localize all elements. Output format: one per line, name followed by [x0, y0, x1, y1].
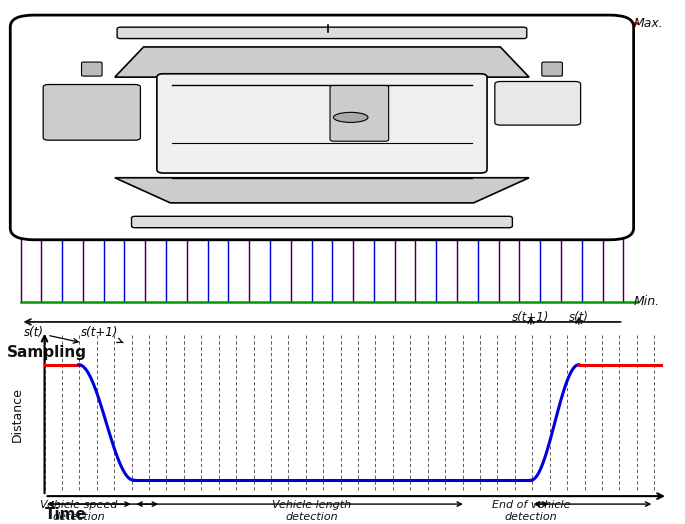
- Ellipse shape: [334, 112, 368, 123]
- Text: s(t): s(t): [569, 311, 589, 324]
- FancyBboxPatch shape: [157, 74, 487, 173]
- FancyBboxPatch shape: [82, 62, 102, 76]
- Text: Min.: Min.: [634, 296, 660, 308]
- FancyBboxPatch shape: [590, 167, 632, 203]
- Text: Sampling: Sampling: [7, 345, 87, 361]
- FancyBboxPatch shape: [12, 52, 53, 88]
- FancyBboxPatch shape: [542, 62, 562, 76]
- FancyBboxPatch shape: [495, 82, 581, 125]
- Text: Distance: Distance: [11, 387, 23, 442]
- Text: Time: Time: [45, 507, 86, 522]
- Polygon shape: [115, 178, 529, 203]
- Text: Vehicle length
detection: Vehicle length detection: [272, 500, 351, 522]
- FancyBboxPatch shape: [117, 27, 527, 39]
- Text: s(t+1): s(t+1): [512, 311, 549, 324]
- FancyBboxPatch shape: [132, 216, 512, 228]
- FancyBboxPatch shape: [590, 52, 632, 88]
- Text: s(t): s(t): [24, 326, 78, 343]
- Text: End of vehicle
detection: End of vehicle detection: [492, 500, 570, 522]
- Text: Max.: Max.: [634, 17, 663, 30]
- FancyBboxPatch shape: [43, 84, 140, 140]
- FancyBboxPatch shape: [330, 85, 388, 141]
- Text: s(t+1): s(t+1): [81, 326, 123, 343]
- FancyBboxPatch shape: [10, 15, 634, 240]
- FancyBboxPatch shape: [12, 167, 53, 203]
- Polygon shape: [115, 47, 529, 77]
- Text: Vehicle speed
detection: Vehicle speed detection: [40, 500, 117, 522]
